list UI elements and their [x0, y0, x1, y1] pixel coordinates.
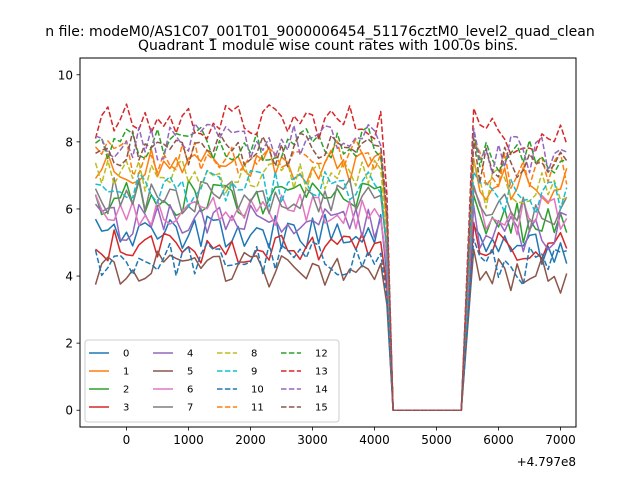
legend-label-6: 6: [187, 385, 193, 396]
x-tick-label: 0: [123, 433, 131, 447]
plot-series-group: [94, 103, 568, 411]
legend-label-0: 0: [123, 349, 129, 360]
series-line-3: [95, 221, 568, 411]
legend-label-11: 11: [251, 403, 264, 414]
series-line-13: [94, 103, 568, 411]
series-line-15: [95, 130, 568, 411]
x-tick-label: 5000: [421, 433, 452, 447]
x-tick-label: 4000: [359, 433, 390, 447]
y-tick-label: 10: [58, 68, 73, 82]
series-line-14: [95, 122, 567, 411]
legend-label-2: 2: [123, 385, 129, 396]
series-line-10: [94, 238, 567, 411]
legend-box: [84, 339, 340, 423]
legend-label-14: 14: [315, 385, 328, 396]
y-tick-label: 0: [65, 404, 73, 418]
legend-label-12: 12: [315, 349, 328, 360]
legend-label-10: 10: [251, 385, 264, 396]
x-tick-label: 2000: [235, 433, 266, 447]
axes-frame: [79, 57, 577, 428]
series-line-9: [95, 169, 568, 411]
legend-label-4: 4: [187, 349, 193, 360]
legend-label-8: 8: [251, 349, 257, 360]
y-axis-ticks: 0 2 4 6 8 10: [58, 68, 80, 418]
series-line-11: [94, 138, 568, 411]
legend-label-7: 7: [187, 403, 193, 414]
legend-label-1: 1: [123, 367, 129, 378]
chart-title: Quadrant 1 module wise count rates with …: [138, 38, 518, 54]
x-axis-offset-text: +4.797e8: [517, 455, 576, 469]
x-tick-label: 7000: [545, 433, 576, 447]
x-tick-label: 1000: [173, 433, 204, 447]
figure-suptitle: n file: modeM0/AS1C07_001T01_9000006454_…: [45, 24, 594, 40]
legend-label-15: 15: [315, 403, 328, 414]
x-tick-label: 6000: [483, 433, 514, 447]
legend-label-9: 9: [251, 367, 257, 378]
y-tick-label: 2: [65, 337, 73, 351]
y-tick-label: 4: [65, 270, 73, 284]
legend-label-3: 3: [123, 403, 129, 414]
y-tick-label: 6: [65, 202, 73, 216]
legend-label-5: 5: [187, 367, 193, 378]
y-tick-label: 8: [65, 135, 73, 149]
series-line-6: [94, 188, 568, 411]
x-tick-label: 3000: [297, 433, 328, 447]
legend-label-13: 13: [315, 367, 328, 378]
x-axis-ticks: 0 1000 2000 3000 4000 5000 6000 7000: [123, 427, 576, 447]
